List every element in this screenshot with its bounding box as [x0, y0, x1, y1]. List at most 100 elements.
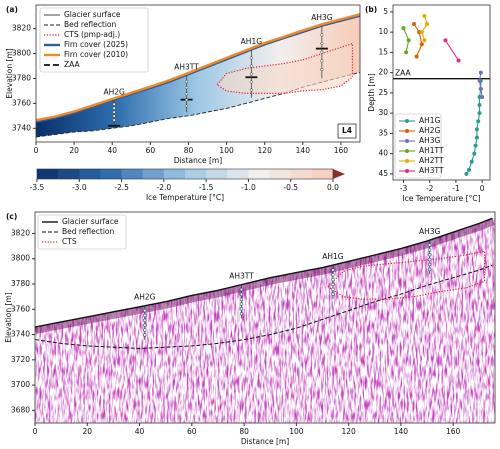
- profile-point: [443, 38, 448, 43]
- borehole-label: AH1G: [241, 37, 263, 46]
- x-axis-label: Distance [m]: [174, 156, 222, 165]
- sensor: [112, 110, 116, 114]
- x-tick-label: 40: [135, 427, 145, 436]
- series-line: [327, 250, 486, 300]
- x-tick-label: 0: [33, 427, 38, 436]
- y-tick-label: 3800: [12, 49, 31, 58]
- profile-point: [476, 119, 481, 124]
- legend-marker: [405, 139, 409, 143]
- legend-box: [39, 7, 149, 73]
- profile-point: [477, 111, 482, 116]
- sensor: [239, 302, 244, 306]
- colorbar-level: [248, 169, 270, 179]
- y-tick-label: 3820: [12, 24, 31, 33]
- sensor: [427, 262, 432, 267]
- profile-point: [419, 30, 424, 35]
- legend-label: Bed reflection: [62, 227, 115, 236]
- sensor: [249, 56, 253, 60]
- sensor: [185, 92, 189, 96]
- y-tick-label: 15: [378, 47, 388, 56]
- sensor: [112, 118, 116, 122]
- x-tick-label: 160: [446, 427, 461, 436]
- y-tick-label: 3700: [11, 380, 30, 389]
- profile-line: [444, 39, 459, 61]
- y-tick-label: 3800: [11, 254, 30, 263]
- x-tick-label: 140: [296, 146, 311, 155]
- colorbar-tick-label: -2.0: [157, 183, 172, 192]
- plot-frame: [34, 211, 496, 424]
- sensor: [143, 318, 147, 323]
- sensor: [185, 86, 189, 90]
- x-tick-label: 80: [184, 146, 194, 155]
- legend-label: AH3G: [419, 136, 441, 145]
- x-tick-label: 0: [480, 184, 485, 193]
- x-tick-label: -1: [452, 184, 460, 193]
- y-tick-label: 35: [378, 128, 388, 137]
- x-tick-label: 100: [219, 146, 234, 155]
- x-tick-label: 20: [69, 146, 79, 155]
- x-axis-label: Ice Temperature [°C]: [402, 194, 480, 203]
- legend-label: CTS (pmp-adj.): [64, 30, 120, 39]
- legend-label: AH3TT: [419, 166, 444, 175]
- sensor: [185, 80, 189, 84]
- legend-box: [37, 214, 127, 250]
- colorbar-tick-label: -3.5: [30, 183, 45, 192]
- colorbar-tick-label: 0.0: [327, 183, 339, 192]
- x-tick-label: 0: [34, 146, 39, 155]
- y-tick-label: 3820: [11, 228, 30, 237]
- y-axis-label: Elevation [m]: [5, 48, 14, 98]
- profile-point: [456, 58, 461, 63]
- sensor: [320, 41, 324, 46]
- profile-point: [467, 167, 472, 172]
- colorbar-tick-label: -1.5: [199, 183, 214, 192]
- y-tick-label: 3740: [12, 123, 31, 132]
- y-axis-label: Elevation [m]: [4, 292, 13, 342]
- profile-line: [421, 15, 428, 41]
- colorbar-frame: [36, 168, 334, 180]
- sensor: [249, 72, 253, 76]
- series-line: [35, 71, 361, 138]
- colorbar-level: [163, 169, 186, 179]
- borehole-label: AH2G: [103, 87, 125, 96]
- legend-label: Firn cover (2025): [64, 40, 128, 49]
- colorbar-level: [206, 169, 228, 179]
- sensor: [331, 268, 335, 272]
- colorbar-level: [121, 169, 144, 179]
- colorbar-tick-label: -3.0: [72, 183, 87, 192]
- sensor: [331, 277, 335, 282]
- colorbar-level: [269, 169, 292, 179]
- sensor: [143, 323, 147, 327]
- sensor: [249, 88, 253, 92]
- colorbar-level: [37, 169, 59, 179]
- profile-point: [464, 171, 469, 176]
- sensor: [112, 114, 116, 118]
- sensor: [320, 50, 324, 54]
- profile-point: [411, 22, 416, 27]
- y-tick-label: 3740: [11, 330, 30, 339]
- borehole-label: AH3G: [419, 227, 441, 236]
- y-tick-label: 40: [378, 149, 388, 158]
- sensor: [249, 80, 253, 84]
- profile-point: [419, 42, 424, 47]
- x-tick-label: 120: [258, 146, 273, 155]
- sensor: [249, 64, 253, 68]
- legend-label: ZAA: [64, 60, 80, 69]
- profile-point: [480, 94, 485, 99]
- profile-point: [474, 135, 479, 140]
- temperature-field: [36, 16, 360, 138]
- profile-point: [404, 50, 409, 55]
- sensor: [239, 312, 244, 316]
- y-tick-label: 20: [378, 68, 388, 77]
- sensor: [427, 267, 432, 272]
- profile-point: [473, 143, 478, 148]
- colorbar-level: [142, 169, 165, 179]
- profile-line: [465, 80, 482, 175]
- box-label-frame: [337, 123, 357, 139]
- profile-point: [425, 22, 430, 27]
- legend-marker: [405, 159, 409, 163]
- x-tick-label: 140: [394, 427, 409, 436]
- y-tick-label: 25: [378, 88, 388, 97]
- x-tick-label: 60: [146, 146, 156, 155]
